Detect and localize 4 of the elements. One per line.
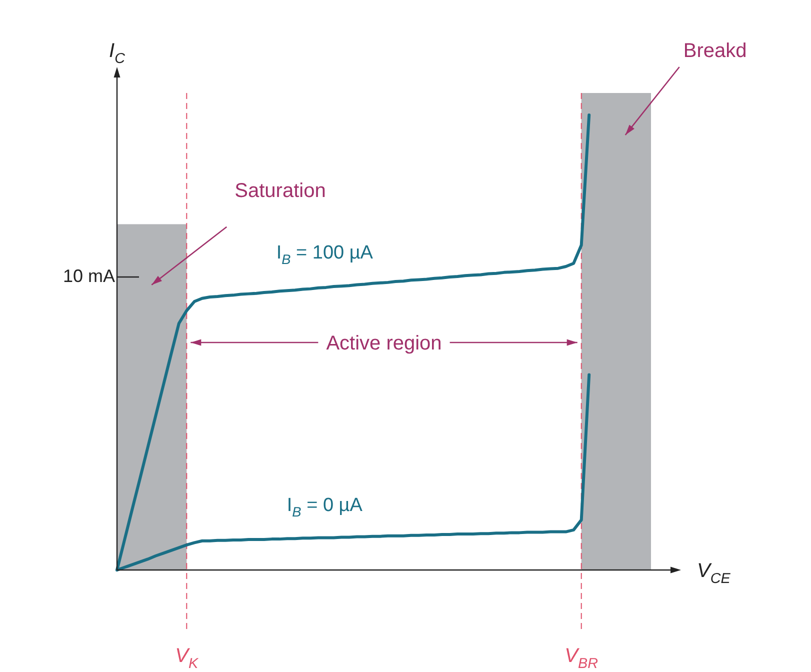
annotation: 10 mA xyxy=(62,266,115,286)
text: Breakd xyxy=(683,40,747,62)
annotation: Active region xyxy=(326,332,442,354)
annotation: Saturation xyxy=(234,180,326,202)
